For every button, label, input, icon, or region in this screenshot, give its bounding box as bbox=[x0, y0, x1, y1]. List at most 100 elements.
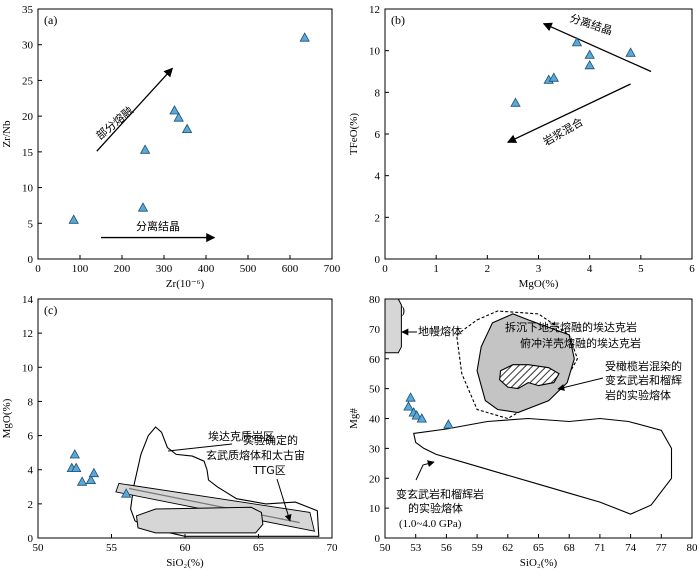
x-tick-label: 62 bbox=[502, 542, 513, 554]
annotation-label: 岩的实验熔体 bbox=[605, 388, 671, 402]
data-point bbox=[169, 105, 180, 115]
y-tick-label: 10 bbox=[22, 362, 34, 374]
x-axis-label: MgO(%) bbox=[519, 278, 559, 290]
x-tick-label: 70 bbox=[327, 542, 339, 554]
y-tick-label: 70 bbox=[369, 324, 381, 336]
annotation-label: (1.0~4.0 GPa) bbox=[399, 518, 462, 530]
data-point bbox=[443, 419, 454, 429]
x-tick-label: 4 bbox=[587, 263, 593, 275]
x-tick-label: 60 bbox=[180, 542, 192, 554]
y-tick-label: 12 bbox=[369, 4, 380, 16]
data-point bbox=[88, 467, 100, 478]
y-tick-label: 6 bbox=[28, 431, 34, 443]
annotation-label: 俯冲洋壳熔融的埃达克岩 bbox=[520, 336, 641, 350]
x-axis-label: Zr(10⁻⁶) bbox=[166, 278, 205, 290]
experimental-melt-field bbox=[413, 417, 673, 515]
data-point bbox=[85, 474, 97, 485]
annotation-label: 地幔熔体 bbox=[418, 324, 462, 338]
annotation-label: 变玄武岩和榴辉岩 bbox=[396, 487, 484, 501]
x-tick-label: 59 bbox=[472, 542, 484, 554]
y-tick-label: 2 bbox=[28, 499, 34, 511]
y-tick-label: 50 bbox=[369, 384, 381, 396]
y-tick-label: 5 bbox=[28, 218, 34, 230]
annotation-label: 岩浆混合 bbox=[540, 114, 585, 148]
y-tick-label: 60 bbox=[369, 354, 381, 366]
data-point bbox=[416, 413, 427, 423]
annotation-label: 埃达克质岩区 bbox=[208, 429, 274, 443]
x-axis-label: SiO₂(%) bbox=[166, 557, 204, 569]
leader-arrow bbox=[557, 377, 604, 391]
data-point bbox=[548, 72, 559, 82]
x-tick-label: 0 bbox=[35, 263, 41, 275]
plot-frame bbox=[384, 8, 693, 260]
annotation-label: 部分熔融 bbox=[93, 103, 136, 142]
annotation-label: 变玄武岩和榴辉 bbox=[605, 373, 682, 387]
adakite-field bbox=[130, 426, 320, 537]
x-tick-label: 77 bbox=[656, 542, 668, 554]
y-tick-label: 6 bbox=[375, 129, 381, 141]
y-axis-label: TFeO(%) bbox=[348, 113, 360, 155]
annotation-label: 拆沉下地壳熔融的埃达克岩 bbox=[505, 320, 637, 334]
data-point bbox=[403, 401, 414, 411]
panel-label: (c) bbox=[44, 303, 57, 317]
x-tick-label: 1 bbox=[433, 263, 439, 275]
x-tick-label: 74 bbox=[625, 542, 637, 554]
data-point bbox=[299, 32, 310, 42]
y-tick-label: 0 bbox=[375, 254, 381, 266]
y-tick-label: 0 bbox=[375, 533, 381, 545]
y-tick-label: 2 bbox=[375, 212, 381, 224]
y-axis-label: Mg# bbox=[348, 408, 360, 429]
data-point bbox=[76, 476, 88, 486]
y-axis-label: Zr/Nb bbox=[1, 120, 13, 147]
data-point bbox=[69, 449, 80, 459]
peridotite-contaminated-field bbox=[499, 364, 560, 390]
y-tick-label: 30 bbox=[22, 40, 34, 52]
x-tick-label: 50 bbox=[33, 542, 45, 554]
data-point bbox=[71, 462, 82, 473]
data-point bbox=[584, 59, 595, 70]
data-point bbox=[411, 410, 422, 420]
y-tick-label: 10 bbox=[369, 503, 381, 515]
x-tick-label: 600 bbox=[282, 263, 299, 275]
leader-arrow bbox=[415, 460, 435, 481]
ttg-lower-field bbox=[135, 506, 264, 534]
data-point bbox=[121, 488, 132, 498]
data-point bbox=[181, 123, 193, 134]
ttg-inner-band bbox=[129, 487, 300, 524]
y-tick-label: 35 bbox=[22, 4, 34, 16]
x-tick-label: 65 bbox=[253, 542, 265, 554]
data-point bbox=[139, 144, 151, 154]
y-tick-label: 14 bbox=[22, 294, 34, 306]
y-tick-label: 0 bbox=[28, 254, 34, 266]
x-tick-label: 68 bbox=[564, 542, 576, 554]
x-tick-label: 53 bbox=[410, 542, 422, 554]
panel-label: (a) bbox=[44, 13, 57, 27]
y-tick-label: 25 bbox=[22, 75, 34, 87]
data-point bbox=[625, 47, 636, 57]
x-tick-label: 500 bbox=[240, 263, 257, 275]
x-tick-label: 56 bbox=[441, 542, 453, 554]
annotation-label: 分离结晶 bbox=[136, 219, 180, 233]
x-tick-label: 200 bbox=[114, 263, 131, 275]
x-tick-label: 400 bbox=[198, 263, 215, 275]
data-point bbox=[173, 112, 184, 122]
x-tick-label: 6 bbox=[689, 263, 695, 275]
data-point bbox=[137, 202, 149, 212]
x-tick-label: 2 bbox=[485, 263, 491, 275]
y-axis-label: MgO(%) bbox=[1, 398, 13, 438]
annotation-label: 实验确定的 bbox=[243, 433, 298, 447]
x-tick-label: 80 bbox=[687, 542, 699, 554]
x-tick-label: 50 bbox=[380, 542, 392, 554]
y-tick-label: 0 bbox=[28, 533, 34, 545]
annotation-label: 分离结晶 bbox=[568, 11, 614, 38]
x-tick-label: 3 bbox=[536, 263, 542, 275]
annotation-label: TTG区 bbox=[252, 464, 286, 477]
y-tick-label: 8 bbox=[375, 87, 381, 99]
x-tick-label: 71 bbox=[594, 542, 605, 554]
delaminated-crust-adakite-field bbox=[476, 313, 575, 414]
panel-label: (b) bbox=[391, 13, 405, 27]
mantle-melt-field bbox=[384, 298, 402, 354]
data-point bbox=[510, 97, 521, 107]
x-tick-label: 0 bbox=[382, 263, 388, 275]
